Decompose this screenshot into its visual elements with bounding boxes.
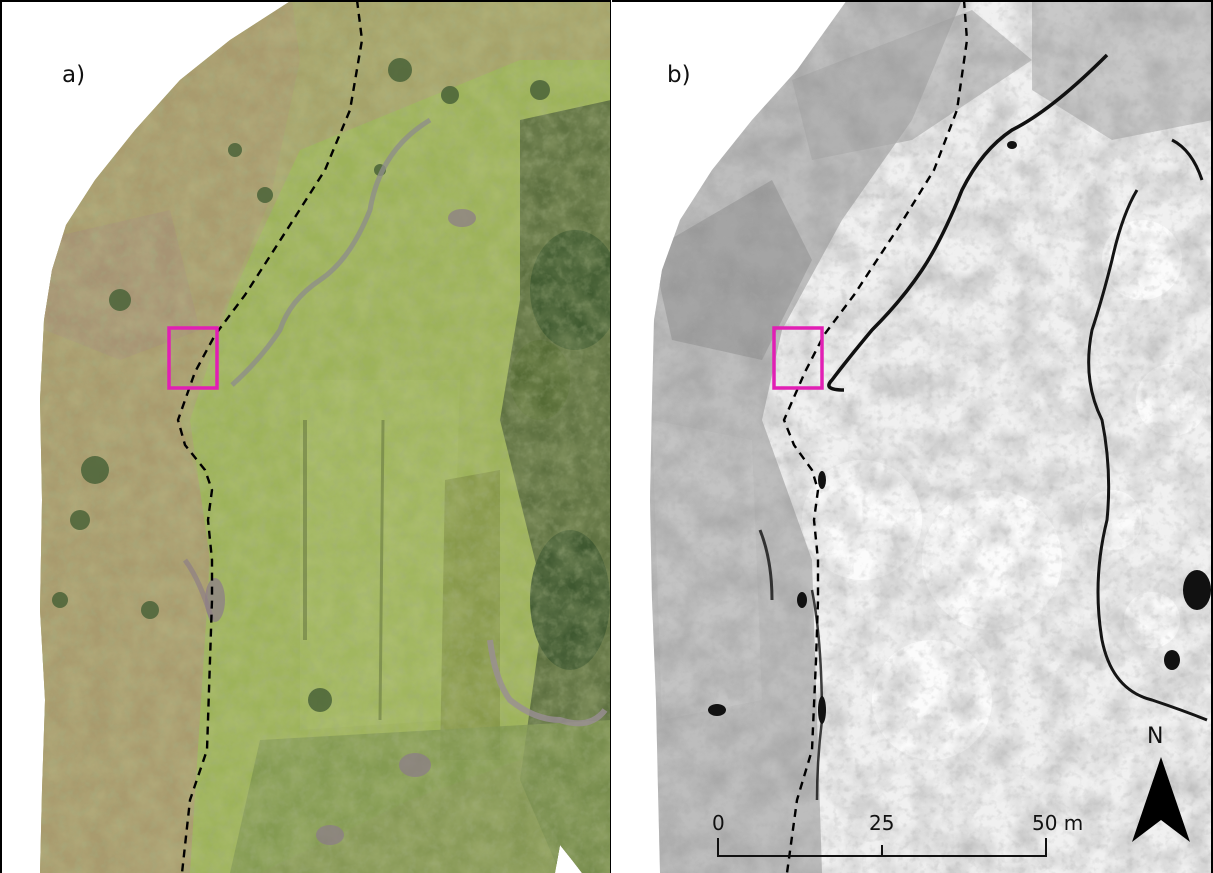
map-area [650, 0, 1213, 873]
north-arrow: N [1132, 724, 1190, 842]
panel-label-a: a) [62, 62, 86, 88]
boundary-line [176, 0, 364, 873]
scale-bar: 0 25 50 m [712, 811, 1083, 857]
panel-a: a) [0, 0, 611, 873]
highlight-box [167, 326, 219, 390]
scale-tick-50: 50 m [1032, 811, 1083, 835]
orthomosaic-area [40, 0, 611, 873]
scale-tick-25: 25 [869, 811, 894, 835]
north-label: N [1147, 724, 1163, 749]
north-arrow-icon [1132, 757, 1190, 842]
grayscale-map: 0 25 50 m N [650, 0, 1213, 873]
scale-tick-0: 0 [712, 811, 725, 835]
orthomosaic-rgb [40, 0, 611, 873]
boundary-line [782, 0, 969, 873]
panel-b: 0 25 50 m N b) [612, 0, 1213, 873]
panel-label-b: b) [667, 62, 691, 88]
highlight-box [772, 326, 824, 390]
